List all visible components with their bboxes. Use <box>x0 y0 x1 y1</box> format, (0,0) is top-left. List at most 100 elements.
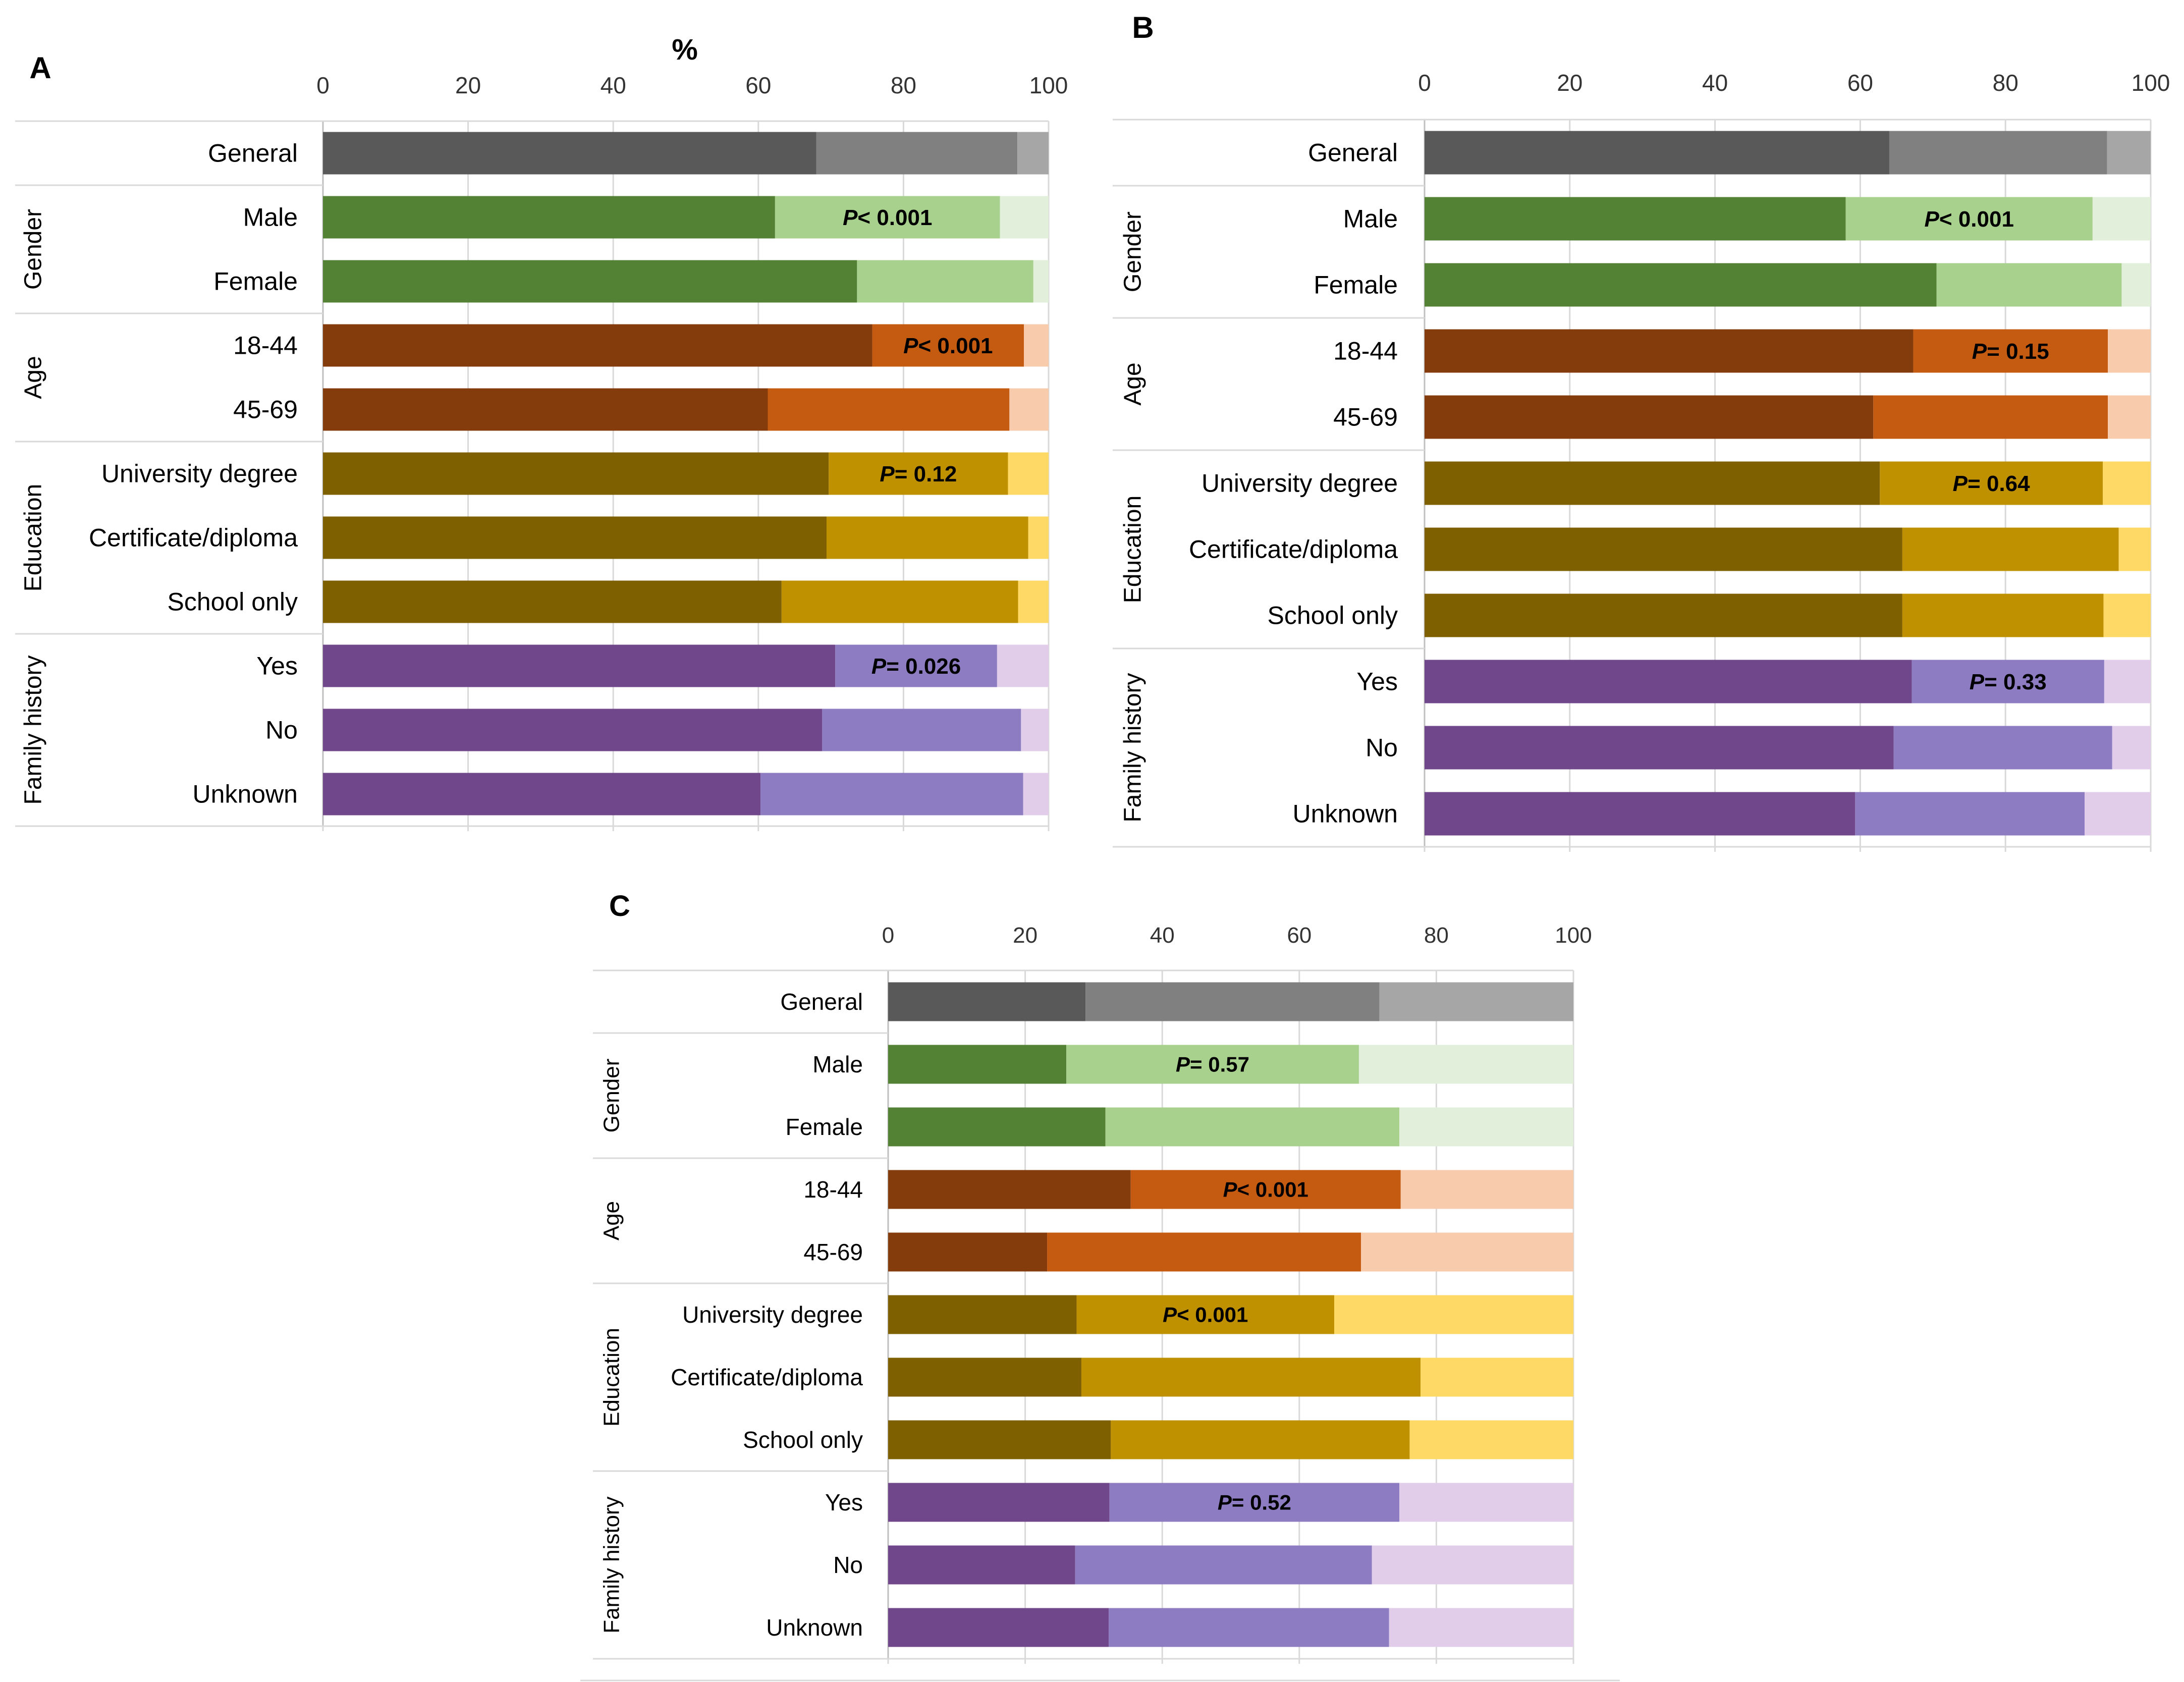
panel-letter: A <box>29 51 51 85</box>
bar-segment <box>2103 461 2151 505</box>
bar-segment <box>1425 527 1902 571</box>
p-value-annotation: P< 0.001 <box>903 334 993 358</box>
category-label: General <box>780 989 863 1015</box>
p-symbol: P <box>843 205 858 230</box>
category-label: School only <box>168 588 298 616</box>
x-tick-label: 40 <box>1150 923 1175 948</box>
p-value-annotation: P= 0.12 <box>880 462 957 486</box>
group-label: Family history <box>599 1496 624 1633</box>
bar-segment <box>1399 1483 1573 1522</box>
p-symbol: P <box>880 462 895 486</box>
x-tick-label: 100 <box>1029 72 1068 98</box>
bar-segment <box>888 1045 1067 1084</box>
bar-segment <box>826 516 1028 559</box>
bar-segment <box>323 709 823 751</box>
group-label: Family history <box>20 655 47 804</box>
bar-segment <box>323 324 872 367</box>
bar-segment <box>323 132 816 175</box>
bar-segment <box>1421 1358 1573 1397</box>
group-label: Gender <box>599 1059 624 1133</box>
category-label: Certificate/diploma <box>89 524 298 552</box>
bar-segment <box>1066 1045 1359 1084</box>
p-value-annotation: P< 0.001 <box>1163 1303 1248 1327</box>
bar-segment <box>1075 1545 1372 1585</box>
bar-segment <box>1361 1232 1573 1272</box>
bar-segment <box>1334 1295 1573 1334</box>
category-label: School only <box>1268 602 1398 630</box>
group-label: Age <box>1120 362 1146 405</box>
p-value-annotation: P< 0.001 <box>843 205 932 230</box>
p-value: < 0.001 <box>1237 1178 1308 1202</box>
bar-segment <box>1936 263 2122 307</box>
bar-segment <box>1372 1545 1573 1585</box>
group-label: Family history <box>1120 673 1146 822</box>
bar-segment <box>2121 263 2151 307</box>
bar-segment <box>829 452 1008 495</box>
category-label: No <box>833 1552 863 1578</box>
bar-segment <box>323 196 775 239</box>
bar-segment <box>1889 131 2107 175</box>
bar-segment <box>872 324 1024 367</box>
axis-unit-label: % <box>672 33 698 66</box>
category-label: General <box>1308 139 1398 167</box>
x-tick-label: 80 <box>1424 923 1449 948</box>
bar-segment <box>1425 461 1880 505</box>
group-label: Age <box>599 1201 624 1240</box>
bar-segment <box>781 580 1018 623</box>
bar-segment <box>888 1420 1111 1459</box>
p-symbol: P <box>903 334 918 358</box>
bar-segment <box>1024 324 1049 367</box>
bar-segment <box>1018 580 1049 623</box>
bar-segment <box>1855 792 2085 836</box>
bar-segment <box>888 1295 1077 1334</box>
group-label: Gender <box>20 209 47 290</box>
category-label: Male <box>243 203 298 232</box>
x-tick-label: 20 <box>1013 923 1038 948</box>
bar-segment <box>816 132 1018 175</box>
p-value: = 0.57 <box>1190 1053 1249 1076</box>
bar-segment <box>888 1107 1106 1147</box>
p-value: < 0.001 <box>1177 1303 1248 1327</box>
bar-segment <box>2092 197 2151 241</box>
category-label: Female <box>1314 271 1398 299</box>
bar-segment <box>997 644 1049 687</box>
group-label: Education <box>599 1328 624 1427</box>
bar-segment <box>1425 395 1874 439</box>
bar-segment <box>888 982 1086 1021</box>
bar-segment <box>1425 329 1914 373</box>
category-label: 45-69 <box>1333 403 1398 431</box>
p-value-annotation: P< 0.001 <box>1925 207 2014 232</box>
x-tick-label: 20 <box>455 72 481 98</box>
p-value-annotation: P= 0.33 <box>1970 670 2047 694</box>
bar-segment <box>1425 131 1889 175</box>
bar-segment <box>323 644 836 687</box>
bar-segment <box>2118 527 2151 571</box>
p-value-annotation: P= 0.15 <box>1972 339 2049 364</box>
x-tick-label: 0 <box>1418 70 1431 96</box>
p-symbol: P <box>871 654 887 679</box>
x-tick-label: 0 <box>882 923 894 948</box>
bar-segment <box>1425 197 1846 241</box>
bar-segment <box>888 1483 1110 1522</box>
group-label: Age <box>20 356 47 399</box>
bar-segment <box>323 516 827 559</box>
bar-segment <box>323 260 857 303</box>
p-symbol: P <box>1223 1178 1238 1202</box>
category-label: Unknown <box>1293 800 1398 828</box>
category-label: Unknown <box>193 780 298 808</box>
x-tick-label: 60 <box>1287 923 1312 948</box>
bar-segment <box>835 644 997 687</box>
panel-letter: B <box>1132 11 1154 44</box>
x-tick-label: 40 <box>600 72 626 98</box>
p-value: < 0.001 <box>1939 207 2014 232</box>
bar-segment <box>1085 982 1380 1021</box>
bar-segment <box>888 1358 1081 1397</box>
bar-segment <box>1845 197 2093 241</box>
category-label: Female <box>786 1114 863 1140</box>
bar-segment <box>1425 726 1894 770</box>
bar-segment <box>1379 982 1573 1021</box>
p-symbol: P <box>1925 207 1940 232</box>
group-label: Gender <box>1120 211 1146 292</box>
bar-segment <box>1130 1170 1401 1209</box>
